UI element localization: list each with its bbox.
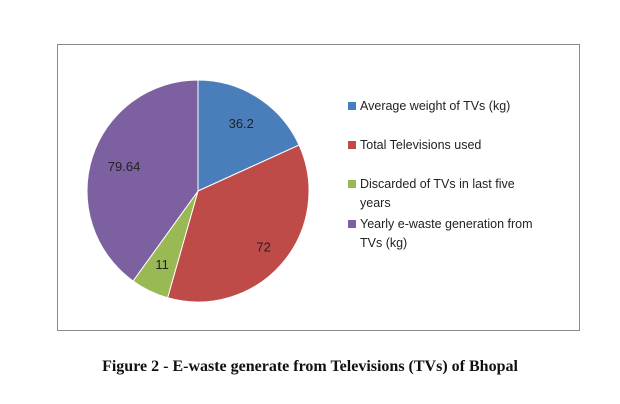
pie-slice bbox=[197, 79, 300, 192]
legend-label: Average weight of TVs (kg) bbox=[360, 99, 511, 113]
slice-value-label: 11 bbox=[155, 257, 169, 272]
legend-item-yearly-ewaste: Yearly e-waste generation from TVs (kg) bbox=[348, 215, 545, 253]
legend-item-total-televisions: Total Televisions used bbox=[348, 136, 560, 155]
legend-item-average-weight: Average weight of TVs (kg) bbox=[348, 97, 560, 116]
legend-swatch bbox=[348, 102, 356, 110]
pie-slice bbox=[86, 79, 199, 282]
pie-chart: 36.2 72 11 79.64 bbox=[86, 79, 310, 303]
legend-label: Total Televisions used bbox=[360, 138, 482, 152]
figure-caption: Figure 2 - E-waste generate from Televis… bbox=[102, 358, 518, 375]
slice-value-label: 79.64 bbox=[108, 159, 141, 174]
slice-value-label: 72 bbox=[256, 239, 270, 254]
pie-slice bbox=[166, 144, 310, 303]
chart-area: 36.2 72 11 79.64 Average weight of TVs (kg)… bbox=[57, 44, 580, 331]
legend-swatch bbox=[348, 220, 356, 228]
legend-label: Yearly e-waste generation from TVs (kg) bbox=[360, 217, 533, 250]
slice-value-label: 36.2 bbox=[229, 116, 254, 131]
legend-swatch bbox=[348, 180, 356, 188]
legend-item-discarded: Discarded of TVs in last five years bbox=[348, 175, 535, 213]
legend-label: Discarded of TVs in last five years bbox=[360, 177, 515, 210]
legend-swatch bbox=[348, 141, 356, 149]
